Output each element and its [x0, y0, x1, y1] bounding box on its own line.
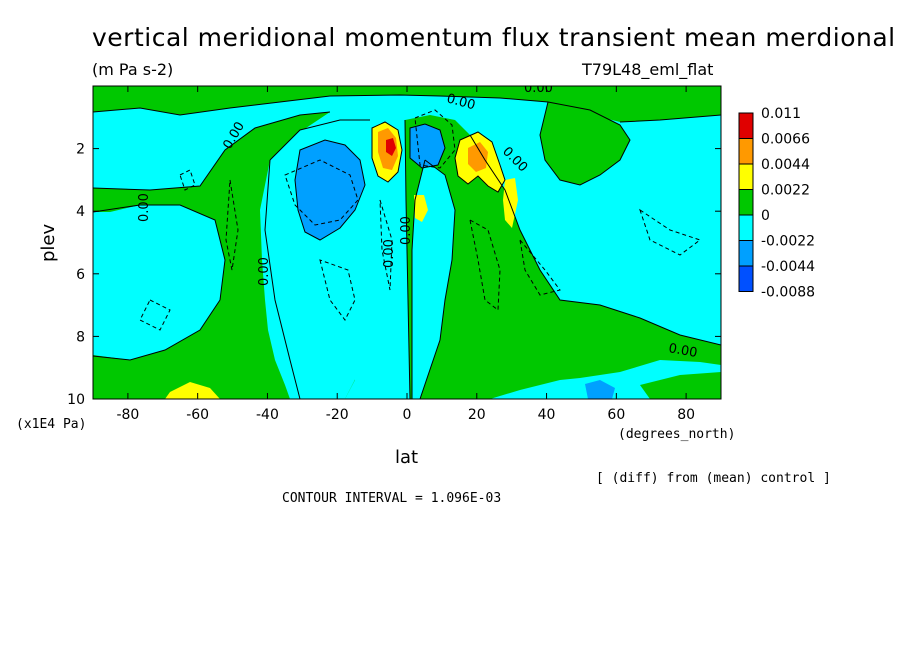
x-units-label: (degrees_north) [618, 427, 735, 442]
x-tick-label: -60 [186, 407, 209, 423]
y-tick-label: 4 [76, 204, 85, 220]
y-tick-label: 8 [76, 329, 85, 345]
colorbar-label: 0.0066 [761, 132, 810, 148]
region-green-sw [93, 356, 290, 399]
x-tick-label: -40 [256, 407, 279, 423]
contour-label: 0.00 [137, 193, 152, 222]
contour-interval: CONTOUR INTERVAL = 1.096E-03 [282, 491, 501, 506]
annotation: [ (diff) from (mean) control ] [596, 471, 831, 486]
colorbar-label: 0 [761, 208, 770, 224]
x-tick-label: 40 [538, 407, 556, 423]
colorbar-label: -0.0022 [761, 234, 815, 250]
x-tick-label: 80 [677, 407, 695, 423]
chart-units: (m Pa s-2) [92, 60, 173, 79]
y-tick-label: 2 [76, 142, 85, 158]
colorbar-swatch [738, 163, 754, 190]
contour-label: 0.00 [257, 257, 272, 286]
x-tick-label: 20 [468, 407, 486, 423]
chart-title: vertical meridional momentum flux transi… [92, 23, 896, 52]
x-tick-label: -80 [116, 407, 139, 423]
contour-lines-dashed [139, 109, 702, 331]
x-tick-label: 60 [607, 407, 625, 423]
y-units-label: (x1E4 Pa) [16, 417, 86, 432]
colorbar-label: 0.011 [761, 106, 801, 122]
colorbar-label: -0.0044 [761, 259, 815, 275]
y-axis-label: plev [38, 223, 59, 262]
contour-label: 0.00 [399, 216, 414, 245]
contour-label: 0.00 [382, 239, 397, 268]
colorbar-swatch [738, 112, 754, 139]
colorbar-swatch [738, 214, 754, 241]
colorbar-swatch [738, 138, 754, 165]
plot-area: 0.00 0.00 0.00 0.00 0.00 0.00 0.00 0.00 … [93, 81, 721, 399]
colorbar-swatch [738, 189, 754, 216]
colorbar-swatch [738, 240, 754, 267]
x-tick-label: -20 [326, 407, 349, 423]
contour-lines [93, 94, 721, 399]
x-tick-label: 0 [403, 407, 412, 423]
region-red [386, 138, 396, 156]
experiment-label: T79L48_eml_flat [581, 60, 713, 80]
colorbar-label: 0.0022 [761, 183, 810, 199]
y-axis: 2 4 6 8 10 [67, 142, 721, 408]
colorbar-swatch [738, 265, 754, 292]
contour-label: 0.00 [445, 91, 477, 113]
x-axis: -80 -60 -40 -20 0 20 40 60 80 [116, 86, 695, 423]
x-axis-label: lat [395, 447, 418, 468]
colorbar-label: -0.0088 [761, 285, 815, 301]
contour-label: 0.00 [667, 341, 698, 361]
y-tick-label: 6 [76, 267, 85, 283]
colorbar: 0.011 0.0066 0.0044 0.0022 0 -0.0022 -0.0044 -0… [738, 106, 815, 301]
y-tick-label: 10 [67, 392, 85, 408]
contour-label: 0.00 [524, 81, 553, 96]
colorbar-label: 0.0044 [761, 157, 810, 173]
